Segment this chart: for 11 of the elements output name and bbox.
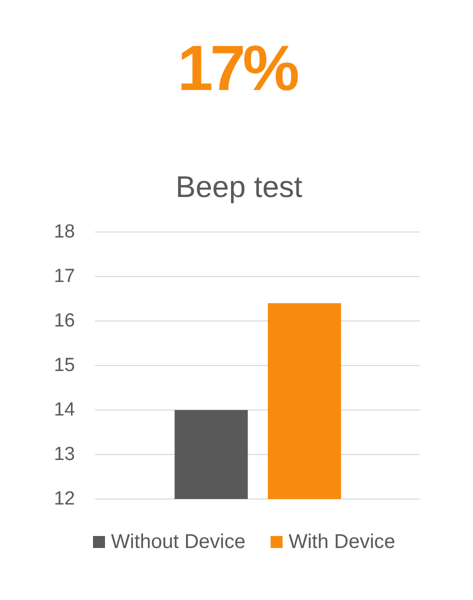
y-tick-label: 15	[54, 355, 75, 376]
y-tick-label: 18	[54, 222, 75, 242]
legend-label: With Device	[288, 531, 396, 553]
chart-subtitle: Beep test	[176, 171, 304, 204]
legend-label: Without Device	[111, 531, 246, 553]
y-tick-label: 14	[54, 400, 76, 420]
chart-title: 17%	[177, 32, 299, 104]
y-tick-label: 12	[54, 488, 75, 510]
y-tick-label: 17	[54, 266, 75, 287]
y-tick-label: 13	[54, 444, 75, 465]
y-tick-label: 16	[54, 310, 75, 332]
